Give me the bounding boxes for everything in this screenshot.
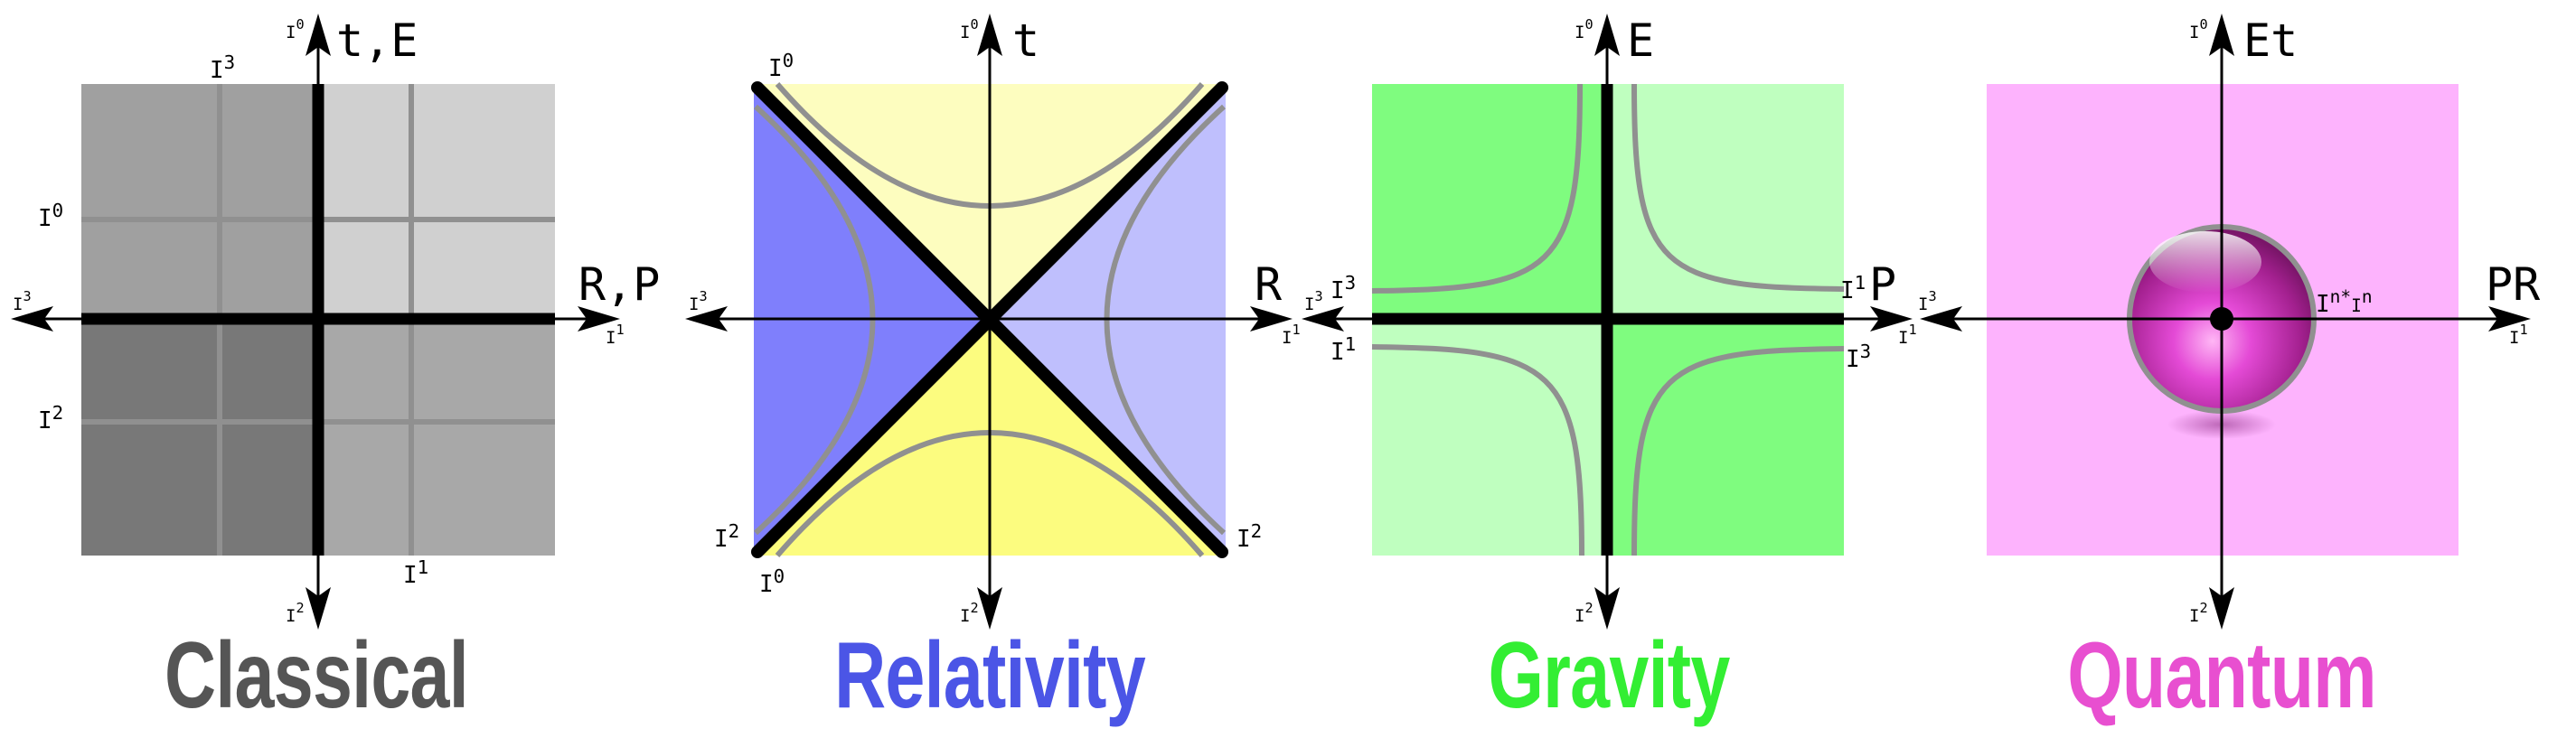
grid-label-i2: I2 [38, 402, 63, 434]
axis-top-label: t [1012, 14, 1039, 67]
title-gravity: Gravity [1488, 623, 1730, 728]
arrowheads [1920, 14, 2531, 630]
axes [1315, 32, 1898, 614]
panel-quantum: Et PR I0 I2 I3 I1 In*In [1918, 14, 2541, 630]
corner-label-i2-right: I2 [1236, 520, 1262, 553]
axis-right-label: P [1869, 258, 1896, 311]
label-left-i3: I3 [689, 288, 708, 314]
label-bottom-i2: I2 [2189, 600, 2208, 626]
sphere-highlight [2149, 231, 2261, 293]
label-bottom-i2: I2 [960, 600, 979, 626]
panel-classical: t,E R,P I0 I2 I3 I1 I3 I0 I2 I1 [11, 14, 660, 630]
label-top-i0: I0 [960, 16, 979, 42]
label-top-i0: I0 [2189, 16, 2208, 42]
corner-label-i0: I0 [768, 50, 794, 82]
quadrant-bottom-left [1372, 319, 1607, 556]
axis-right-label: R,P [578, 258, 660, 311]
axis-top-label: E [1627, 14, 1654, 67]
axis-top-label: t,E [336, 14, 418, 67]
axis-right-label: PR [2486, 258, 2541, 311]
corner-label-i0-bottom: I0 [759, 565, 785, 598]
arrowheads [685, 14, 1293, 630]
axes [696, 32, 1274, 614]
axes [27, 32, 602, 614]
label-left-i3: I3 [1304, 288, 1323, 314]
sphere-label: In*In [2316, 286, 2373, 318]
curve-label-i3-right: I3 [1846, 341, 1871, 373]
curve-label-i1-right: I1 [1840, 272, 1866, 304]
label-left-i3: I3 [13, 288, 32, 314]
quadrant-top-left [1372, 84, 1607, 319]
label-right-i1: I1 [2509, 322, 2528, 348]
panel-relativity: t R I0 I2 I3 I1 I0 I2 I0 I2 [685, 14, 1301, 630]
title-quantum: Quantum [2067, 623, 2376, 728]
grid-label-i1: I1 [403, 556, 428, 589]
grid-label-i3: I3 [210, 51, 235, 84]
label-top-i0: I0 [286, 16, 305, 42]
label-right-i1: I1 [1282, 322, 1301, 348]
arrowheads [11, 14, 620, 630]
grid-label-i0: I0 [38, 200, 63, 232]
gravity-curves [1371, 83, 1845, 556]
label-bottom-i2: I2 [1575, 600, 1594, 626]
label-right-i1: I1 [606, 322, 625, 348]
quadrant-bottom-right [318, 319, 555, 556]
corner-label-i2-left: I2 [714, 520, 739, 553]
axis-right-label: R [1255, 258, 1283, 311]
arrowheads [1302, 14, 1913, 630]
axis-top-label: Et [2243, 14, 2298, 67]
curve-label-i3-left: I3 [1330, 272, 1356, 304]
panel-gravity: E P I0 I2 I3 I1 I3 I1 I1 I3 [1302, 14, 1917, 630]
title-classical: Classical [165, 623, 469, 728]
origin-dot [2210, 307, 2233, 331]
quadrant-top-right [318, 84, 555, 319]
label-left-i3: I3 [1918, 288, 1937, 314]
title-relativity: Relativity [834, 623, 1146, 728]
quadrant-top-left [81, 84, 318, 319]
label-right-i1: I1 [1898, 322, 1917, 348]
curve-label-i1-left: I1 [1330, 333, 1356, 366]
label-top-i0: I0 [1575, 16, 1594, 42]
label-bottom-i2: I2 [286, 600, 305, 626]
quadrant-bottom-left [81, 319, 318, 556]
